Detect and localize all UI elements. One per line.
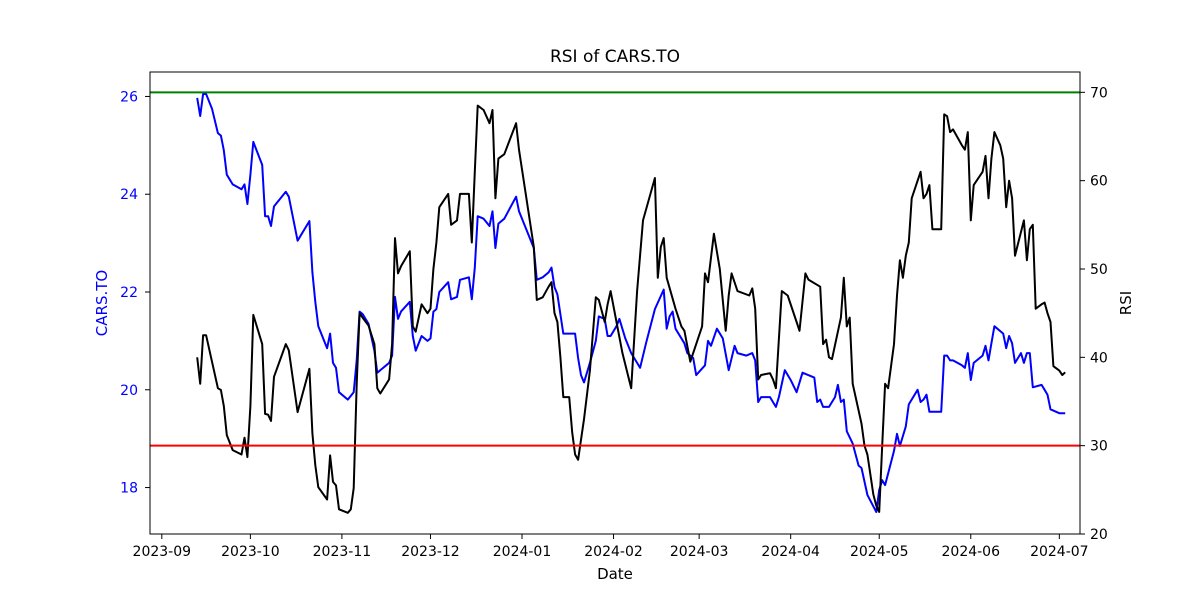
x-tick-label: 2024-02: [584, 544, 643, 560]
right-y-tick-label: 70: [1090, 85, 1108, 101]
right-y-tick-label: 50: [1090, 262, 1108, 278]
left-y-tick-label: 22: [120, 285, 138, 301]
x-tick-label: 2023-11: [313, 544, 372, 560]
left-y-tick-label: 18: [120, 481, 138, 497]
x-tick-label: 2024-07: [1030, 544, 1089, 560]
rsi-series-line: [196, 104, 1066, 514]
plot-lines: [150, 91, 1080, 514]
x-tick-label: 2023-12: [401, 544, 460, 560]
plot-frame: [149, 71, 1081, 535]
right-y-tick-label: 60: [1090, 174, 1108, 190]
left-y-tick-label: 20: [120, 383, 138, 399]
x-tick-label: 2023-10: [221, 544, 280, 560]
right-y-tick-label: 40: [1090, 350, 1108, 366]
x-tick-label: 2024-01: [493, 544, 552, 560]
x-tick-label: 2024-05: [850, 544, 909, 560]
x-tick-label: 2023-09: [133, 544, 192, 560]
x-axis: 2023-09 2023-10 2023-11 2023-12 2024-01 2024-…: [133, 534, 1089, 560]
x-tick-label: 2024-04: [761, 544, 820, 560]
left-y-tick-label: 24: [120, 187, 138, 203]
right-y-tick-label: 20: [1090, 527, 1108, 543]
left-y-axis: 18 20 22 24 26: [120, 89, 150, 497]
left-y-tick-label: 26: [120, 89, 138, 105]
right-y-axis: 20 30 40 50 60 70: [1080, 85, 1108, 543]
x-tick-label: 2024-06: [942, 544, 1001, 560]
price-series-line: [196, 93, 1066, 513]
x-tick-label: 2024-03: [670, 544, 729, 560]
chart-title: RSI of CARS.TO: [550, 47, 680, 67]
x-axis-title: Date: [597, 565, 633, 583]
left-y-axis-title: CARS.TO: [93, 270, 111, 336]
right-y-axis-title: RSI: [1117, 291, 1135, 315]
right-y-tick-label: 30: [1090, 439, 1108, 455]
